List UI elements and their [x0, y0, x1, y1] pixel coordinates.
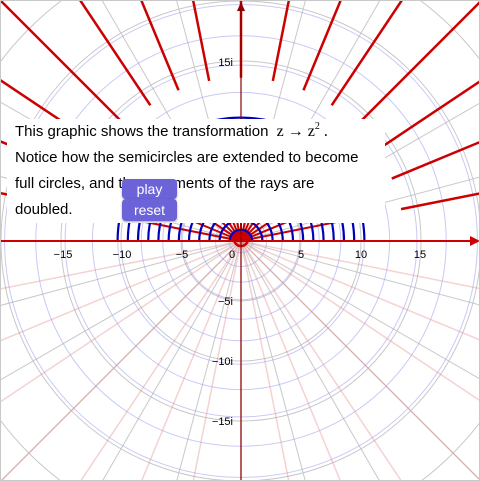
preview-ray [192, 240, 242, 480]
preview-ray [240, 240, 479, 480]
preview-ray [1, 240, 242, 290]
preview-ray [1, 240, 242, 403]
x-tick-label: −10 [113, 249, 132, 261]
ray-outer [271, 1, 291, 82]
y-tick-label: −5i [218, 296, 233, 308]
real-axis-arrow [470, 236, 479, 246]
imaginary-axis-arrow [237, 2, 245, 11]
description-text: This graphic shows the transformation z … [7, 119, 385, 223]
ray-outer [79, 1, 152, 106]
grid-spoke [240, 240, 479, 379]
caption-line-4: doubled. [15, 201, 73, 218]
ray-outer [330, 1, 403, 106]
preview-ray [1, 240, 242, 480]
preview-ray [1, 240, 242, 342]
preview-ray [240, 240, 341, 480]
ray-outer [191, 1, 211, 82]
x-tick-label: 15 [414, 249, 426, 261]
x-tick-label: 10 [355, 249, 367, 261]
grid-spoke [102, 240, 242, 480]
formula-suffix: . [323, 123, 328, 140]
preview-ray [240, 240, 402, 480]
ray-outer [1, 1, 127, 127]
ray-outer [376, 80, 479, 152]
grid-spoke [240, 240, 479, 306]
ray-outer [391, 141, 479, 180]
ray-outer [140, 1, 180, 91]
tick-labels: −15 −10 −5 0 5 10 15 15i −5i −10i −15i [54, 57, 426, 428]
preview-ray [240, 240, 290, 480]
y-tick-label: −10i [212, 356, 233, 368]
caption-line: This graphic shows the transformation z … [15, 119, 377, 145]
caption-line-1: This graphic shows the transformation [15, 123, 269, 140]
y-tick-label: −15i [212, 416, 233, 428]
grid-spoke [240, 240, 306, 480]
ray-outer [400, 192, 479, 211]
formula-base: z → z [276, 123, 315, 140]
caption-line-2: Notice how the semicircles are extended … [15, 149, 359, 166]
caption-line-3: full circles, and the arguments of the r… [15, 175, 315, 192]
formula-exponent: 2 [314, 120, 320, 132]
x-tick-label: 5 [298, 249, 304, 261]
x-tick-label: 0 [229, 249, 235, 261]
preview-ray [141, 240, 242, 480]
grid-spoke [1, 240, 242, 306]
x-tick-label: −5 [176, 249, 189, 261]
transformation-formula: z → z2 . [276, 120, 328, 140]
grid-spoke [240, 240, 479, 480]
grid-spoke [1, 240, 242, 480]
preview-ray [240, 240, 479, 290]
ray-outer [302, 1, 342, 91]
y-tick-label: 15i [218, 57, 233, 69]
x-tick-label: −15 [54, 249, 73, 261]
grid-spoke [176, 240, 242, 480]
ray-outer [355, 1, 479, 127]
grid-spoke [1, 240, 242, 381]
reset-button[interactable]: reset [122, 199, 177, 221]
preview-ray [240, 240, 479, 401]
preview-ray [240, 240, 479, 341]
preview-ray [80, 240, 242, 480]
grid-spoke [240, 240, 380, 480]
play-button[interactable]: play [122, 179, 177, 199]
